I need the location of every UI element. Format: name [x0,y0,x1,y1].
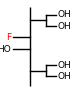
Text: OH: OH [58,22,71,31]
Text: OH: OH [58,10,71,19]
Text: OH: OH [58,72,71,81]
Text: HO: HO [0,45,11,54]
Text: F: F [6,33,11,42]
Text: OH: OH [58,61,71,70]
